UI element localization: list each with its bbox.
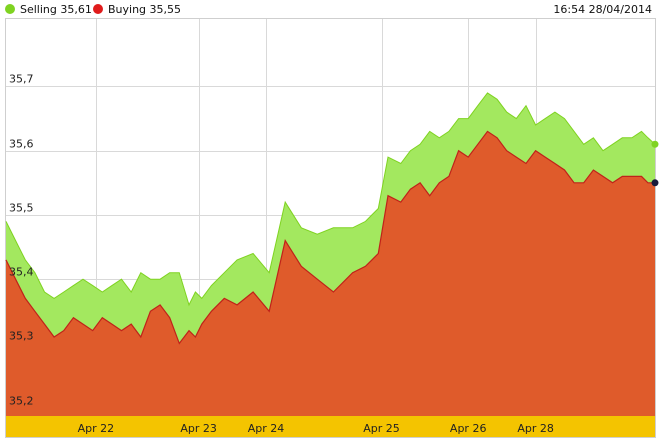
buying-area bbox=[6, 131, 655, 416]
y-tick-label: 35,7 bbox=[9, 73, 34, 86]
timestamp: 16:54 28/04/2014 bbox=[553, 3, 652, 16]
y-tick-label: 35,3 bbox=[9, 330, 34, 343]
chart-legend: Selling 35,61 Buying 35,55 bbox=[5, 3, 181, 16]
axis-ticks: 35,2 35,3 35,4 35,5 35,6 35,7 Apr 22 Apr 23 Apr … bbox=[9, 73, 554, 436]
series-areas bbox=[5, 92, 659, 417]
y-tick-label: 35,5 bbox=[9, 202, 34, 215]
buying-line bbox=[5, 130, 655, 345]
legend-selling-label: Selling 35,61 bbox=[20, 3, 92, 16]
plot-frame bbox=[5, 18, 656, 438]
selling-line bbox=[5, 92, 656, 307]
x-tick-label: Apr 26 bbox=[450, 422, 487, 435]
legend-buying-marker bbox=[93, 4, 103, 14]
x-axis-band-fill bbox=[6, 416, 655, 437]
y-tick-label: 35,6 bbox=[9, 138, 34, 151]
x-tick-label: Apr 23 bbox=[180, 422, 217, 435]
buying-last-point bbox=[651, 179, 659, 187]
y-tick-label: 35,2 bbox=[9, 395, 34, 408]
selling-last-point bbox=[651, 140, 659, 148]
x-axis-band bbox=[6, 416, 655, 437]
x-tick-label: Apr 22 bbox=[78, 422, 115, 435]
x-tick-label: Apr 28 bbox=[517, 422, 554, 435]
legend-buying-label: Buying 35,55 bbox=[108, 3, 181, 16]
x-tick-label: Apr 24 bbox=[248, 422, 285, 435]
y-tick-label: 35,4 bbox=[9, 266, 34, 279]
x-tick-label: Apr 25 bbox=[363, 422, 400, 435]
legend-selling-marker bbox=[5, 4, 15, 14]
